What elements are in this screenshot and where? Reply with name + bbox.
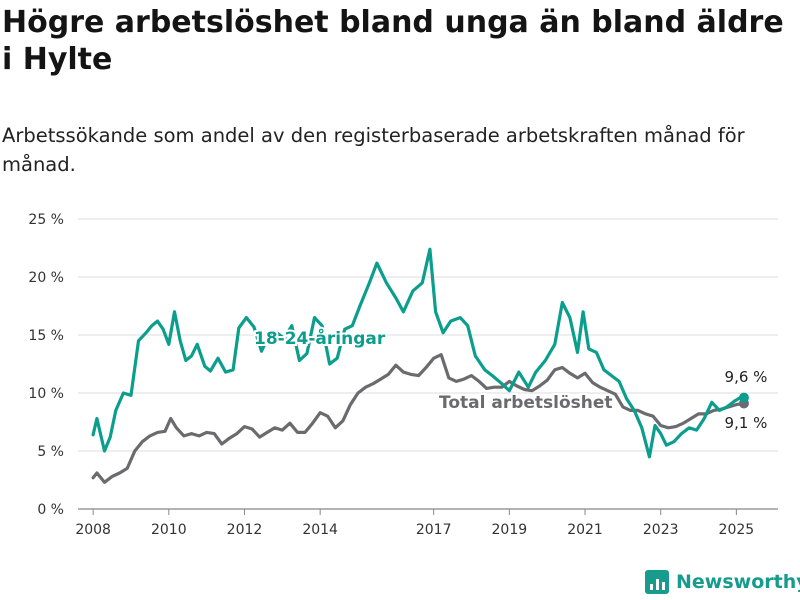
y-tick-label: 10 %	[28, 386, 64, 402]
end-point-youth	[738, 392, 749, 403]
y-tick-label: 5 %	[37, 444, 64, 460]
end-value-youth: 9,6 %	[725, 368, 768, 386]
brand-logo: Newsworthy	[645, 570, 800, 594]
grid-lines	[78, 218, 778, 510]
x-axis-ticks: 2008 2010 2012 2014 2017 2019 2021 2023 2025	[75, 509, 754, 538]
x-tick-label: 2014	[302, 522, 338, 538]
x-tick-label: 2010	[151, 522, 187, 538]
brand-name: Newsworthy	[676, 571, 800, 593]
x-tick-label: 2019	[492, 522, 528, 538]
series-lines	[91, 247, 749, 484]
x-tick-label: 2008	[75, 522, 111, 538]
end-value-total: 9,1 %	[725, 414, 768, 432]
x-tick-label: 2017	[416, 522, 452, 538]
y-tick-label: 15 %	[28, 328, 64, 344]
line-chart: 0 %5 %10 %15 %20 %25 % 2008 2010 2012 2014 2…	[28, 212, 778, 538]
newsworthy-logo-icon	[645, 570, 669, 594]
series-labels: 18-24-åringar Total arbetslöshet 9,6 % 9,1 …	[252, 325, 768, 432]
series-label-total: Total arbetslöshet	[439, 393, 613, 413]
x-tick-label: 2012	[227, 522, 263, 538]
x-tick-label: 2025	[719, 522, 755, 538]
series-line-total	[91, 353, 746, 484]
y-tick-label: 0 %	[37, 502, 64, 518]
y-axis-ticks: 0 % 5 % 10 % 15 % 20 % 25 %	[28, 212, 64, 518]
chart-subtitle: Arbetssökande som andel av den registerb…	[2, 124, 745, 176]
series-line-youth	[91, 247, 746, 459]
y-tick-label: 25 %	[28, 212, 64, 228]
chart-title: Högre arbetslöshet bland unga än bland ä…	[2, 5, 784, 77]
series-label-youth: 18-24-åringar	[254, 327, 386, 349]
x-tick-label: 2021	[567, 522, 603, 538]
y-tick-label: 20 %	[28, 270, 64, 286]
x-tick-label: 2023	[643, 522, 679, 538]
